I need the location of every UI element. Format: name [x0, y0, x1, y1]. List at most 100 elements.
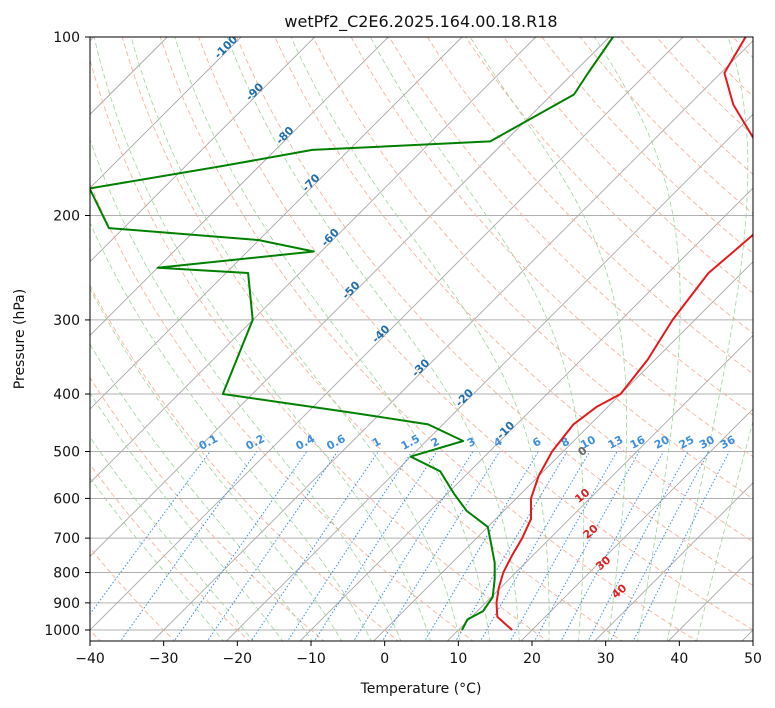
temperature-profile — [495, 37, 753, 631]
mixing-ratio-line — [533, 451, 640, 641]
x-tick-label: 50 — [744, 651, 762, 667]
mixing-ratio-label: 0.4 — [294, 432, 318, 453]
moist-adiabat-label: 40 — [609, 581, 629, 601]
isotherm-line — [667, 555, 753, 641]
dry-adiabat-line — [159, 37, 698, 641]
plot-frame — [89, 36, 754, 642]
mixing-ratio-line — [90, 451, 211, 615]
dry-adiabat-line — [90, 376, 325, 641]
moist-adiabat-line — [90, 287, 343, 641]
moist-adiabat-line — [93, 37, 432, 641]
x-tick-label: 10 — [449, 651, 467, 667]
x-tick-label: 20 — [523, 651, 541, 667]
moist-adiabat-line — [90, 436, 254, 641]
mixing-ratio-label: 6 — [530, 435, 543, 450]
y-tick-label: 400 — [53, 387, 80, 403]
y-tick-label: 1000 — [44, 623, 80, 639]
dry-adiabat-line — [90, 463, 250, 641]
isotherm-label: -80 — [273, 124, 296, 147]
mixing-ratio-label: 13 — [606, 433, 626, 452]
isotherm-label: -70 — [299, 171, 322, 194]
y-tick-label: 500 — [53, 444, 80, 460]
moist-adiabat-line — [174, 37, 491, 641]
dry-adiabat-line — [90, 284, 400, 641]
dry-adiabat-line — [427, 37, 753, 375]
mixing-ratio-line — [287, 451, 413, 641]
dry-adiabat-line — [617, 37, 753, 176]
mixing-ratio-label: 20 — [652, 433, 672, 452]
moist-adiabat-line — [594, 37, 681, 641]
isotherm-line — [741, 629, 753, 641]
isotherm-label: -20 — [453, 386, 476, 409]
profiles — [90, 37, 753, 631]
mixing-ratio-line — [455, 451, 568, 641]
moist-adiabat-line — [290, 37, 550, 641]
y-tick-label: 700 — [53, 531, 80, 547]
background-lines — [90, 37, 775, 643]
dry-adiabat-line — [694, 37, 753, 98]
dry-adiabat-line — [90, 547, 176, 641]
dry-adiabat-line — [579, 37, 753, 215]
y-tick-label: 300 — [53, 313, 80, 329]
y-axis: 100 200 300 400 500 600 700 800 900 1000 — [44, 30, 90, 639]
dry-adiabat-line — [198, 37, 753, 631]
dry-adiabat-line — [656, 37, 753, 136]
x-tick-label: −10 — [296, 651, 326, 667]
y-tick-label: 600 — [53, 491, 80, 507]
mixing-ratio-line — [632, 451, 730, 641]
moist-adiabat-line — [130, 37, 461, 641]
y-tick-label: 800 — [53, 566, 80, 582]
moist-adiabat-line — [226, 37, 520, 641]
mixing-ratio-line — [173, 451, 308, 641]
dry-adiabat-line — [90, 58, 549, 641]
x-tick-label: 40 — [670, 651, 688, 667]
dry-adiabat-line — [312, 37, 753, 500]
moist-adiabat-line — [469, 37, 627, 641]
isotherm-line — [90, 37, 537, 484]
dry-adiabat-line — [465, 37, 753, 334]
y-tick-label: 900 — [53, 596, 80, 612]
x-tick-label: −40 — [75, 651, 105, 667]
moist-adiabat-line — [90, 138, 402, 641]
mixing-ratio-label: 3 — [465, 435, 478, 450]
isotherm-line — [90, 37, 316, 263]
mixing-ratio-line — [424, 451, 539, 641]
mixing-ratio-line — [509, 451, 618, 641]
moist-adiabat-line — [666, 37, 749, 641]
isotherm-line — [373, 261, 753, 641]
isotherm-line — [90, 37, 463, 410]
isotherm-label: -50 — [339, 278, 362, 301]
mixing-ratio-line — [560, 451, 664, 641]
mixing-ratio-line — [353, 451, 474, 641]
moist-adiabat-line — [696, 419, 753, 641]
isotherm-label: -60 — [319, 226, 342, 249]
isotherm-line — [225, 113, 753, 641]
mixing-ratio-line — [206, 451, 339, 641]
dry-adiabat-line — [274, 37, 753, 543]
mixing-ratio-label: 1.5 — [399, 432, 422, 453]
mixing-ratio-label: 30 — [697, 433, 717, 452]
mixing-ratio-label: 36 — [718, 433, 738, 452]
dewpoint-profile — [90, 37, 614, 631]
dry-adiabat-line — [121, 37, 623, 641]
isotherm-label: -30 — [409, 356, 432, 379]
mixing-ratio-line — [587, 451, 689, 641]
mixing-ratio-label: 0.1 — [197, 432, 220, 453]
mixing-ratio-label: 25 — [677, 433, 697, 452]
dry-adiabat-line — [350, 37, 753, 458]
moist-adiabat-line — [90, 221, 372, 641]
dry-adiabat-line — [90, 182, 474, 641]
isotherm-line — [594, 482, 753, 641]
y-axis-label: Pressure (hPa) — [12, 289, 28, 389]
x-axis-label: Temperature (°C) — [360, 681, 482, 697]
moist-adiabat-line — [90, 392, 284, 641]
mixing-ratio-line — [381, 451, 501, 641]
chart-title: wetPf2_C2E6.2025.164.00.18.R18 — [284, 12, 557, 32]
dry-adiabat-line — [771, 37, 775, 643]
mixing-ratio-label: 10 — [578, 433, 598, 452]
mixing-ratio-line — [313, 451, 438, 641]
isotherm-line — [152, 40, 753, 641]
dry-adiabat-line — [236, 37, 753, 587]
isotherm-line — [446, 334, 753, 641]
